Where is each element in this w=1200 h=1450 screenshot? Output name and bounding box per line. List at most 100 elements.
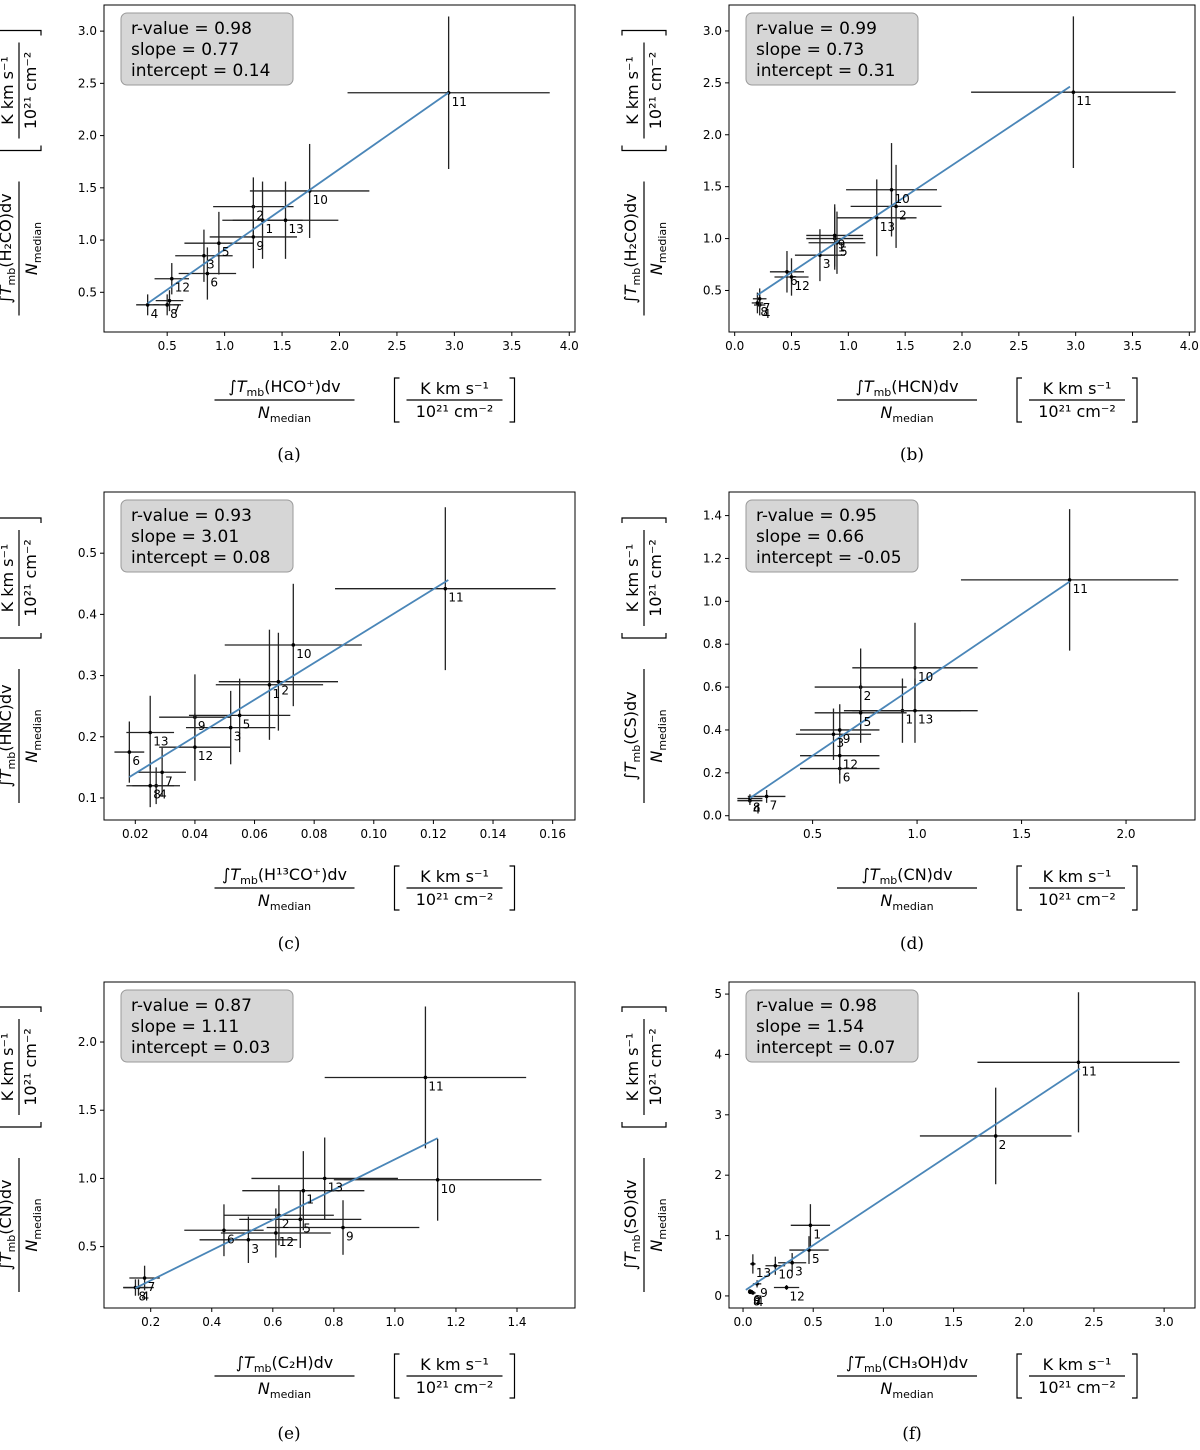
point-label-6: 6 [753,1293,761,1307]
point-label-11: 11 [448,591,463,605]
units-numerator: K km s⁻¹ [420,867,489,886]
x-label-denominator: Nmedian [258,891,311,913]
x-tick-label: 1.5 [896,339,915,353]
x-tick-label: 3.0 [1155,1315,1174,1329]
data-point-5 [814,682,907,743]
x-label-denominator: Nmedian [258,403,311,425]
point-label-5: 5 [812,1252,820,1266]
point-marker [789,275,794,279]
point-label-11: 11 [428,1079,443,1093]
point-marker [267,682,272,687]
x-tick-label: 0.06 [241,827,268,841]
x-tick-label: 1.0 [385,1315,404,1329]
point-label-1: 1 [272,687,280,701]
data-point-13 [126,695,175,770]
data-point-5 [239,1190,362,1248]
point-label-2: 2 [999,1138,1007,1152]
units-bracket-left [1016,377,1022,423]
x-label-numerator: ∫Tmb(CH₃OH)dv [846,1353,968,1375]
intercept-text: intercept = 0.03 [131,1038,270,1058]
panel-caption: (f) [902,1424,922,1444]
data-point-7 [752,288,767,310]
x-tick-label: 0.0 [733,1315,752,1329]
fit-line [135,1137,439,1289]
point-marker [217,241,221,245]
units-bracket-right [509,377,516,423]
point-marker [291,643,296,647]
point-label-10: 10 [296,647,311,661]
point-marker [222,1228,226,1233]
x-label-numerator: ∫Tmb(CN)dv [861,865,952,887]
y-tick-label: 1.2 [703,551,722,565]
point-label-4: 4 [151,307,159,321]
point-marker [435,1177,440,1182]
data-point-9 [209,205,297,269]
units-numerator: K km s⁻¹ [420,1355,489,1374]
units-bracket-left [0,145,42,152]
point-marker [160,770,164,775]
point-label-1: 1 [306,1193,314,1207]
units-numerator: K km s⁻¹ [0,56,17,125]
point-label-9: 9 [346,1230,354,1244]
point-label-13: 13 [880,220,895,234]
x-tick-label: 0.5 [158,339,177,353]
point-label-5: 5 [864,715,872,729]
units-denominator: 10²¹ cm⁻² [416,402,494,421]
y-label-denominator: Nmedian [647,222,669,275]
units-bracket-left [393,1353,400,1399]
data-point-13 [251,1137,398,1220]
y-tick-label: 4 [714,1047,722,1061]
units-numerator: K km s⁻¹ [623,544,642,613]
point-label-2: 2 [256,209,264,223]
intercept-text: intercept = 0.31 [756,61,895,81]
point-marker [251,235,256,239]
x-tick-label: 0.0 [725,339,744,353]
point-label-1: 1 [813,1227,821,1241]
intercept-text: intercept = 0.07 [756,1038,895,1058]
units-denominator: 10²¹ cm⁻² [1038,402,1116,421]
panel-caption: (d) [900,934,924,954]
x-tick-label: 2.0 [1116,827,1135,841]
intercept-text: intercept = 0.14 [131,61,270,81]
panel-caption: (b) [900,445,924,465]
y-tick-label: 2 [714,1168,722,1182]
stats-box-background [120,989,294,1063]
units-bracket-left [393,377,400,423]
y-label-denominator: Nmedian [647,709,669,762]
point-label-5: 5 [222,245,230,259]
point-marker [790,1260,794,1265]
y-tick-label: 0 [714,1289,722,1303]
y-label-numerator: ∫Tmb(CN)dv [0,1179,18,1270]
stats-box-background [745,12,919,86]
data-point-13 [852,678,978,743]
x-tick-label: 2.0 [330,339,349,353]
axes-frame [728,491,1196,821]
data-point-1 [215,629,324,740]
point-marker [1076,1060,1081,1065]
point-marker [322,1176,327,1181]
point-label-7: 7 [172,303,180,317]
point-label-3: 3 [836,736,844,750]
data-point-9 [266,1200,420,1255]
slope-text: slope = 1.11 [131,1017,239,1037]
y-tick-label: 0.0 [703,809,722,823]
point-label-7: 7 [770,798,778,812]
point-marker [757,296,762,301]
point-label-10: 10 [441,1182,456,1196]
point-label-11: 11 [452,95,467,109]
data-point-10 [333,1138,542,1221]
point-label-5: 5 [840,245,848,259]
y-tick-label: 1.4 [703,509,722,523]
y-label-denominator: Nmedian [22,709,44,762]
data-point-10 [846,143,937,237]
r-value-text: r-value = 0.98 [756,996,877,1016]
